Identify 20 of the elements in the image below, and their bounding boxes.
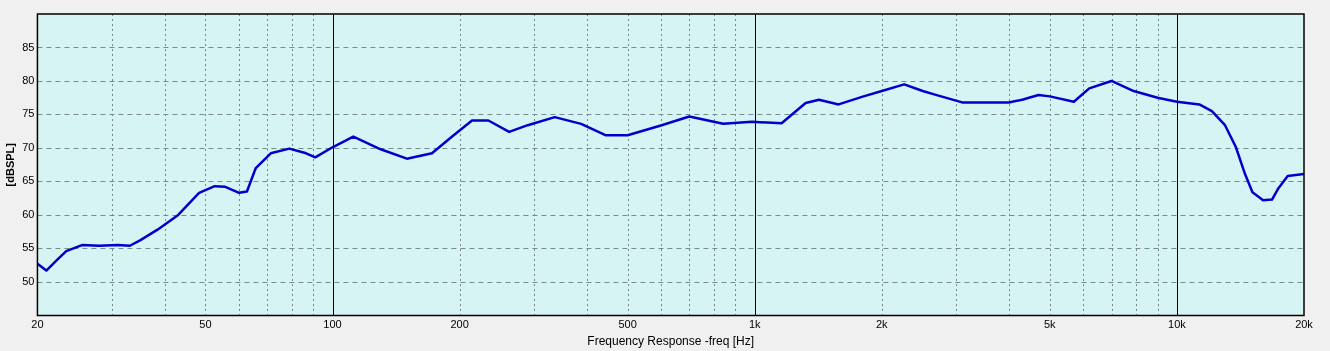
- y-axis-title: [dBSPL]: [3, 142, 16, 187]
- y-tick-label: 80: [22, 74, 35, 87]
- x-tick-label: 5k: [1044, 318, 1057, 331]
- y-tick-label: 85: [22, 40, 35, 53]
- x-tick-label: 50: [199, 318, 212, 331]
- y-tick-label: 75: [22, 107, 35, 120]
- x-tick-label: 2k: [876, 318, 889, 331]
- y-tick-label: 60: [22, 207, 35, 220]
- y-tick-label: 50: [22, 274, 35, 287]
- y-tick-label: 70: [22, 140, 35, 153]
- x-tick-label: 500: [618, 318, 637, 331]
- x-axis-title: Frequency Response -freq [Hz]: [587, 334, 755, 349]
- x-tick-label: 100: [323, 318, 342, 331]
- x-tick-label: 1k: [748, 318, 762, 331]
- x-tick-label: 20: [31, 318, 44, 331]
- x-tick-label: 200: [450, 318, 469, 331]
- x-tick-label: 20k: [1295, 318, 1314, 331]
- y-tick-label: 55: [22, 241, 35, 254]
- y-tick-label: 65: [22, 174, 35, 187]
- x-tick-label: 10k: [1168, 318, 1187, 331]
